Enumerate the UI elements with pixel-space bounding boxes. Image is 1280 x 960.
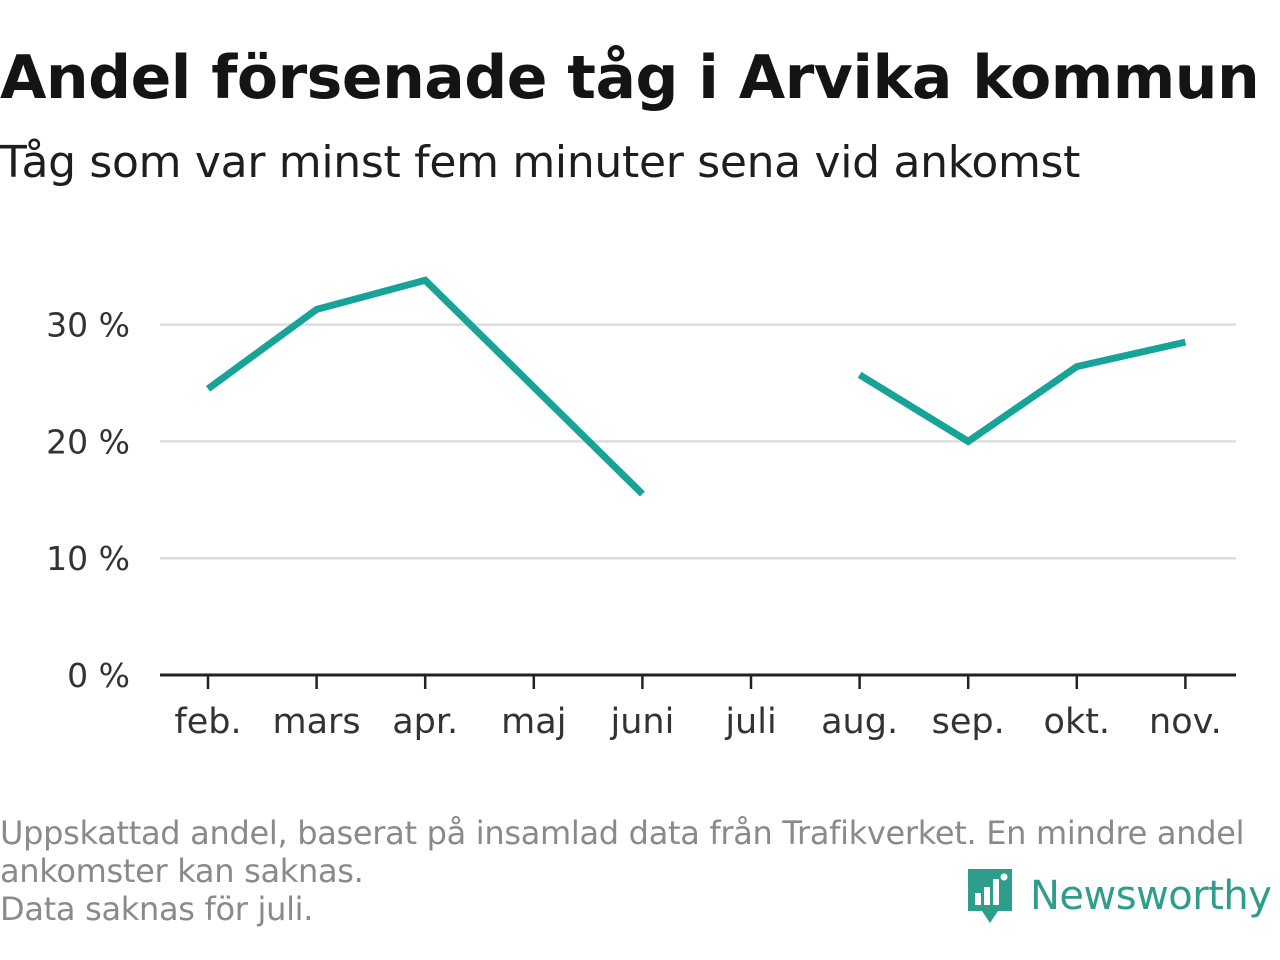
y-tick-label: 0 % xyxy=(67,656,130,695)
x-tick-label: sep. xyxy=(932,702,1005,742)
bar-chart-bubble-icon xyxy=(968,869,1012,923)
newsworthy-logo: Newsworthy xyxy=(964,864,1272,928)
data-point xyxy=(1182,339,1189,346)
x-tick-label: okt. xyxy=(1044,702,1111,742)
series-line xyxy=(857,338,1187,446)
footnote-line: Data saknas för juli. xyxy=(0,890,314,928)
footnote-line: Uppskattad andel, baserat på insamlad da… xyxy=(0,814,1245,852)
data-point xyxy=(856,371,863,378)
y-tick-label: 10 % xyxy=(46,539,130,578)
data-point xyxy=(965,438,972,445)
x-tick-label: apr. xyxy=(392,702,458,742)
footnote-line: ankomster kan saknas. xyxy=(0,852,364,890)
chart-subtitle: Tåg som var minst fem minuter sena vid a… xyxy=(0,137,1081,188)
y-tick-label: 30 % xyxy=(46,306,130,345)
x-tick-label: maj xyxy=(501,702,566,742)
data-point xyxy=(639,490,646,497)
series-line xyxy=(205,276,645,497)
data-point xyxy=(422,277,429,284)
data-point xyxy=(1073,363,1080,370)
x-tick-label: juni xyxy=(609,702,674,742)
footnote: Uppskattad andel, baserat på insamlad da… xyxy=(0,814,1270,928)
x-tick-label: feb. xyxy=(174,702,241,742)
x-tick-label: nov. xyxy=(1149,702,1222,742)
data-point xyxy=(205,385,212,392)
y-tick-label: 20 % xyxy=(46,422,130,461)
data-point xyxy=(313,306,320,313)
x-tick-label: juli xyxy=(724,702,776,742)
line-chart: 0 % 10 % 20 % 30 % feb. mars apr. maj juni juli au… xyxy=(46,276,1236,742)
chart-title: Andel försenade tåg i Arvika kommun xyxy=(0,43,1260,113)
logo-text: Newsworthy xyxy=(1030,873,1272,919)
x-tick-label: mars xyxy=(273,702,361,742)
x-tick-label: aug. xyxy=(821,702,898,742)
